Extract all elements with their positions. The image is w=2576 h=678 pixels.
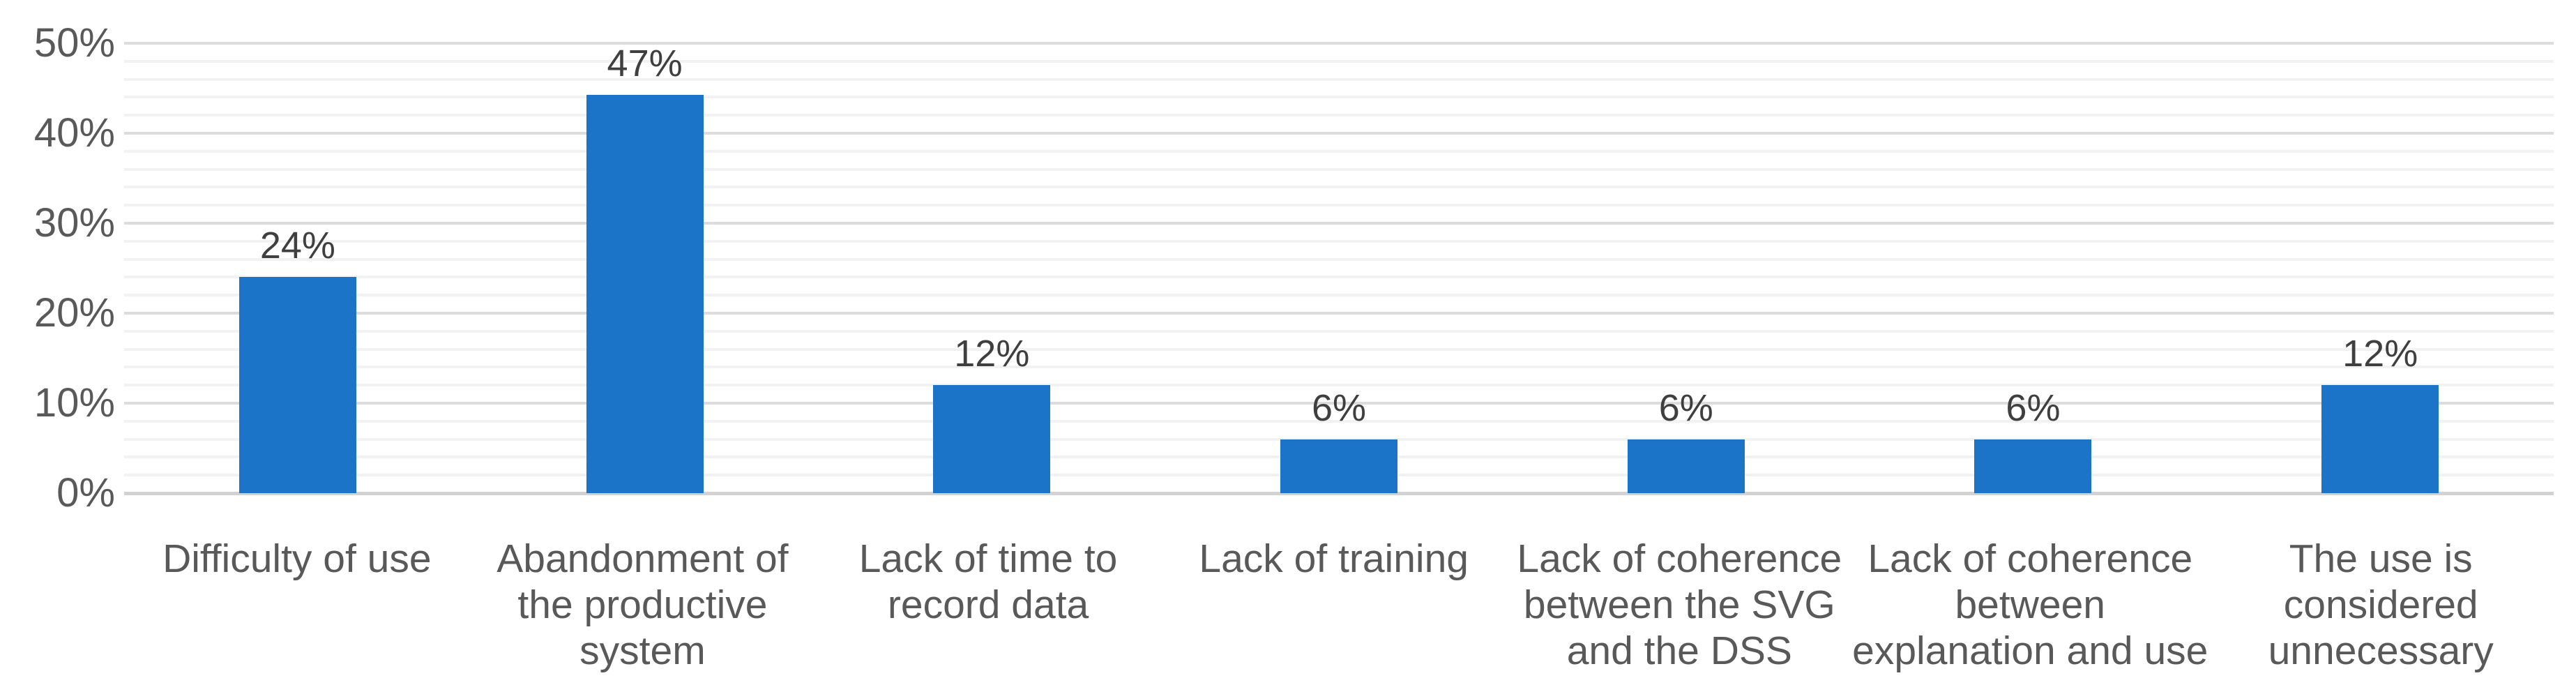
minor-gridline — [124, 186, 2554, 189]
category-label-line: explanation and use — [1852, 628, 2208, 673]
category-label-line: Lack of training — [1199, 536, 1469, 581]
bar — [1627, 439, 1745, 493]
minor-gridline — [124, 276, 2554, 279]
category-label: Lack of training — [1161, 536, 1507, 582]
x-axis: Difficulty of use Abandonment of the produ… — [124, 536, 2554, 674]
minor-gridline — [124, 366, 2554, 369]
y-tick-label: 30% — [33, 200, 115, 246]
major-gridline — [124, 132, 2554, 135]
y-tick-label: 10% — [33, 380, 115, 425]
y-tick-label: 50% — [33, 20, 115, 66]
y-tick-label: 40% — [33, 110, 115, 156]
bar-group: 6% — [1165, 43, 1513, 493]
minor-gridline — [124, 437, 2554, 441]
category-label-line: Lack of coherence — [1517, 536, 1842, 581]
category-label-line: unnecessary — [2268, 628, 2494, 673]
category-label: Lack of coherence between the SVG and the … — [1507, 536, 1853, 674]
bar — [238, 277, 356, 493]
category-label-line: system — [579, 628, 706, 673]
bar-value-label: 12% — [2342, 333, 2418, 375]
category-label-line: Difficulty of use — [162, 536, 432, 581]
bar — [1974, 439, 2092, 493]
category-label: Lack of time to record data — [815, 536, 1161, 628]
bar-group: 12% — [818, 43, 1165, 493]
minor-gridline — [124, 294, 2554, 297]
category-label-line: Lack of time to — [858, 536, 1118, 581]
bar-value-label: 6% — [1311, 387, 1367, 429]
y-tick-label: 20% — [33, 290, 115, 336]
bar-group: 6% — [1860, 43, 2207, 493]
major-gridline — [124, 312, 2554, 315]
category-label-line: between the SVG — [1523, 582, 1835, 627]
bar-value-label: 6% — [2006, 387, 2061, 429]
minor-gridline — [124, 96, 2554, 99]
minor-gridline — [124, 419, 2554, 423]
category-label-line: Lack of coherence — [1867, 536, 2193, 581]
category-label-line: between — [1955, 582, 2105, 627]
bars-row: 24% 47% 12% 6% 6% 6% 12% — [124, 43, 2554, 493]
bar — [2321, 385, 2439, 493]
minor-gridline — [124, 77, 2554, 81]
baseline-gridline — [124, 492, 2554, 495]
category-label: The use is considered unnecessary — [2208, 536, 2554, 674]
bar-group: 12% — [2206, 43, 2554, 493]
category-label: Lack of coherence between explanation and … — [1852, 536, 2208, 674]
category-label-line: the productive — [517, 582, 768, 627]
minor-gridline — [124, 239, 2554, 243]
bar-group: 47% — [471, 43, 819, 493]
plot-area: 24% 47% 12% 6% 6% 6% 12% — [124, 42, 2554, 495]
minor-gridline — [124, 114, 2554, 117]
major-gridline — [124, 402, 2554, 405]
category-label-line: considered — [2283, 582, 2478, 627]
minor-gridline — [124, 347, 2554, 351]
bar-value-label: 12% — [954, 333, 1030, 375]
minor-gridline — [124, 149, 2554, 153]
minor-gridline — [124, 167, 2554, 171]
minor-gridline — [124, 204, 2554, 207]
bar-value-label: 6% — [1658, 387, 1713, 429]
bar-group: 24% — [124, 43, 471, 493]
category-label-line: record data — [887, 582, 1089, 627]
minor-gridline — [124, 257, 2554, 261]
minor-gridline — [124, 384, 2554, 387]
y-tick-label: 0% — [56, 470, 115, 515]
category-label-line: and the DSS — [1566, 628, 1792, 673]
bar-value-label: 47% — [607, 43, 683, 84]
bar — [933, 385, 1051, 493]
category-label-line: The use is — [2289, 536, 2473, 581]
y-axis: 0% 10% 20% 30% 40% 50% — [0, 0, 115, 678]
category-label: Abandonment of the productive system — [470, 536, 816, 674]
bar-value-label: 24% — [259, 225, 335, 266]
category-label: Difficulty of use — [124, 536, 470, 582]
minor-gridline — [124, 59, 2554, 63]
minor-gridline — [124, 329, 2554, 333]
bar — [586, 95, 704, 493]
bar-group: 6% — [1513, 43, 1860, 493]
major-gridline — [124, 222, 2554, 225]
major-gridline — [124, 42, 2554, 45]
bar — [1280, 439, 1398, 493]
category-label-line: Abandonment of — [497, 536, 789, 581]
